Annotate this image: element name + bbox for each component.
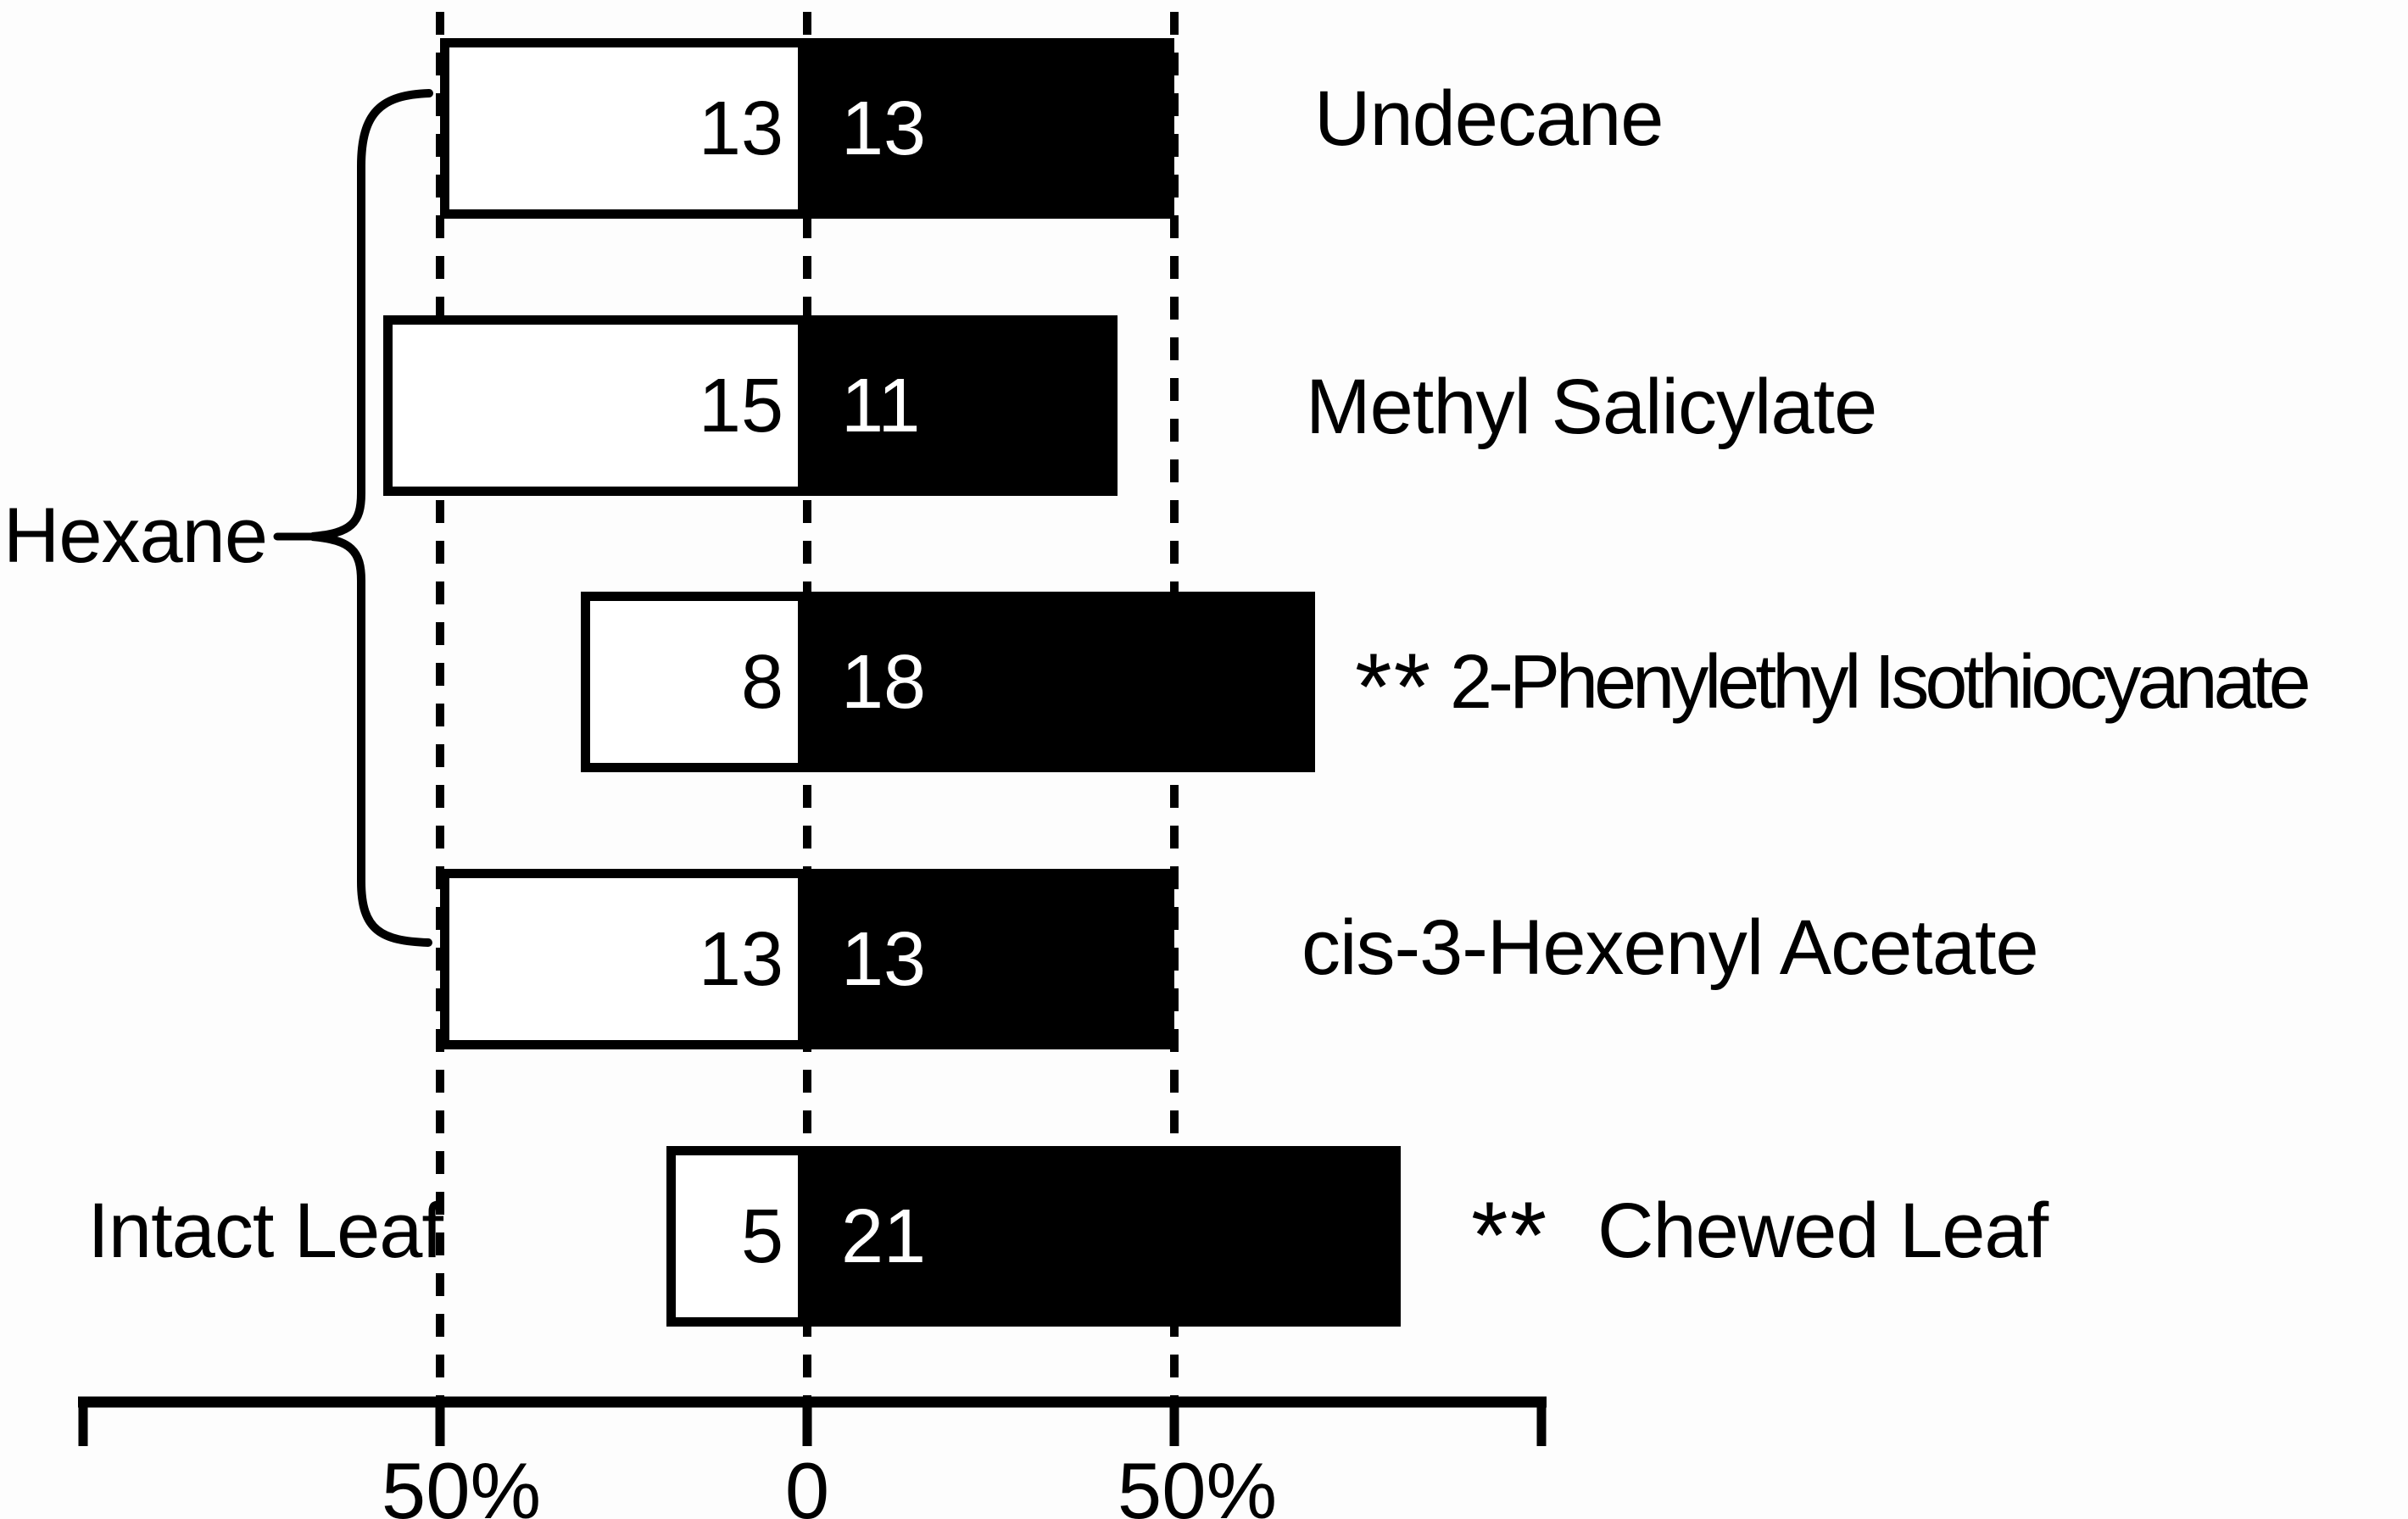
left-choice-bar [383,315,807,496]
right-choice-bar [807,315,1118,496]
left-choice-bar [581,592,807,772]
row-odor-label: 2-Phenylethyl Isothiocyanate [1450,640,2311,725]
x-axis-tick-label: 0 [784,1446,830,1519]
right-choice-bar [807,869,1174,1049]
left-count-label: 5 [740,1194,783,1279]
left-count-label: 8 [740,639,783,725]
chart-row: 15 11 Methyl Salicylate [0,315,2408,496]
left-count-label: 13 [698,86,783,171]
right-count-label: 11 [841,363,921,448]
right-count-label: 18 [841,639,927,725]
right-choice-bar [807,592,1315,772]
x-axis-tick-label: 50% [1117,1446,1278,1519]
x-axis-tick-label: 50% [381,1446,542,1519]
right-count-label: 21 [841,1194,927,1279]
left-count-label: 13 [698,916,783,1002]
left-count-label: 15 [698,363,783,448]
significance-stars: ** [1355,634,1433,740]
left-choice-bar [666,1146,807,1327]
hexane-group-label: Hexane [3,492,268,579]
chart-row: 13 13 Undecane [0,38,2408,219]
row-odor-label: Methyl Salicylate [1306,364,1877,450]
row-odor-label: Undecane [1314,75,1664,162]
right-choice-bar [807,38,1174,219]
significance-stars: ** [1471,1182,1549,1288]
row-odor-label: cis-3-Hexenyl Acetate [1302,904,2039,991]
right-count-label: 13 [841,86,927,171]
intact-leaf-label: Intact Leaf [87,1188,443,1274]
chart-row: 5 21 ** Chewed Leaf [0,1146,2408,1327]
right-choice-bar [807,1146,1401,1327]
chart-row: 13 13 cis-3-Hexenyl Acetate [0,869,2408,1049]
row-odor-label: Chewed Leaf [1597,1188,2048,1274]
right-count-label: 13 [841,916,927,1002]
chart-row: 8 18 ** 2-Phenylethyl Isothiocyanate [0,592,2408,772]
left-choice-bar [440,38,807,219]
left-choice-bar [440,869,807,1049]
